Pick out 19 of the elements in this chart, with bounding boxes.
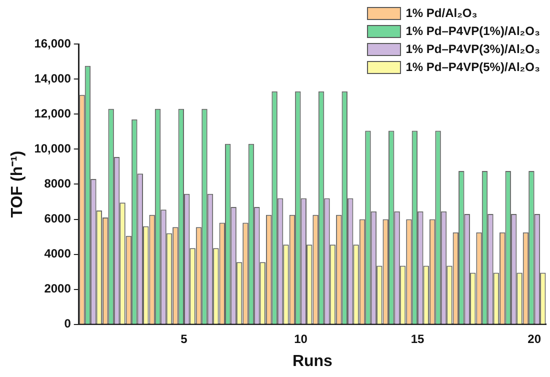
y-tick-label: 16,000 <box>34 36 72 50</box>
y-tick-label: 2000 <box>44 282 72 296</box>
y-tick-label: 12,000 <box>34 106 72 120</box>
x-axis-title: Runs <box>292 352 333 370</box>
y-tick-label: 8000 <box>44 176 72 191</box>
x-tick-label: 10 <box>294 332 308 346</box>
y-tick-label: 4000 <box>44 246 72 261</box>
y-tick-label: 14,000 <box>34 71 72 86</box>
y-axis-title: TOF (h⁻¹) <box>9 150 26 218</box>
x-tick-label: 15 <box>410 332 425 346</box>
x-tick-label: 5 <box>180 332 188 346</box>
legend-label: 1% Pd–P4VP(3%)/Al₂O₃ <box>406 42 540 56</box>
legend-label: 1% Pd–P4VP(1%)/Al₂O₃ <box>406 24 540 38</box>
y-tick-label: 0 <box>64 316 72 331</box>
y-tick-label: 6000 <box>44 212 72 226</box>
x-tick-label: 20 <box>528 332 542 346</box>
legend-label: 1% Pd–P4VP(5%)/Al₂O₃ <box>406 60 540 74</box>
legend-label: 1% Pd/Al₂O₃ <box>406 6 478 20</box>
y-tick-label: 10,000 <box>34 141 72 156</box>
